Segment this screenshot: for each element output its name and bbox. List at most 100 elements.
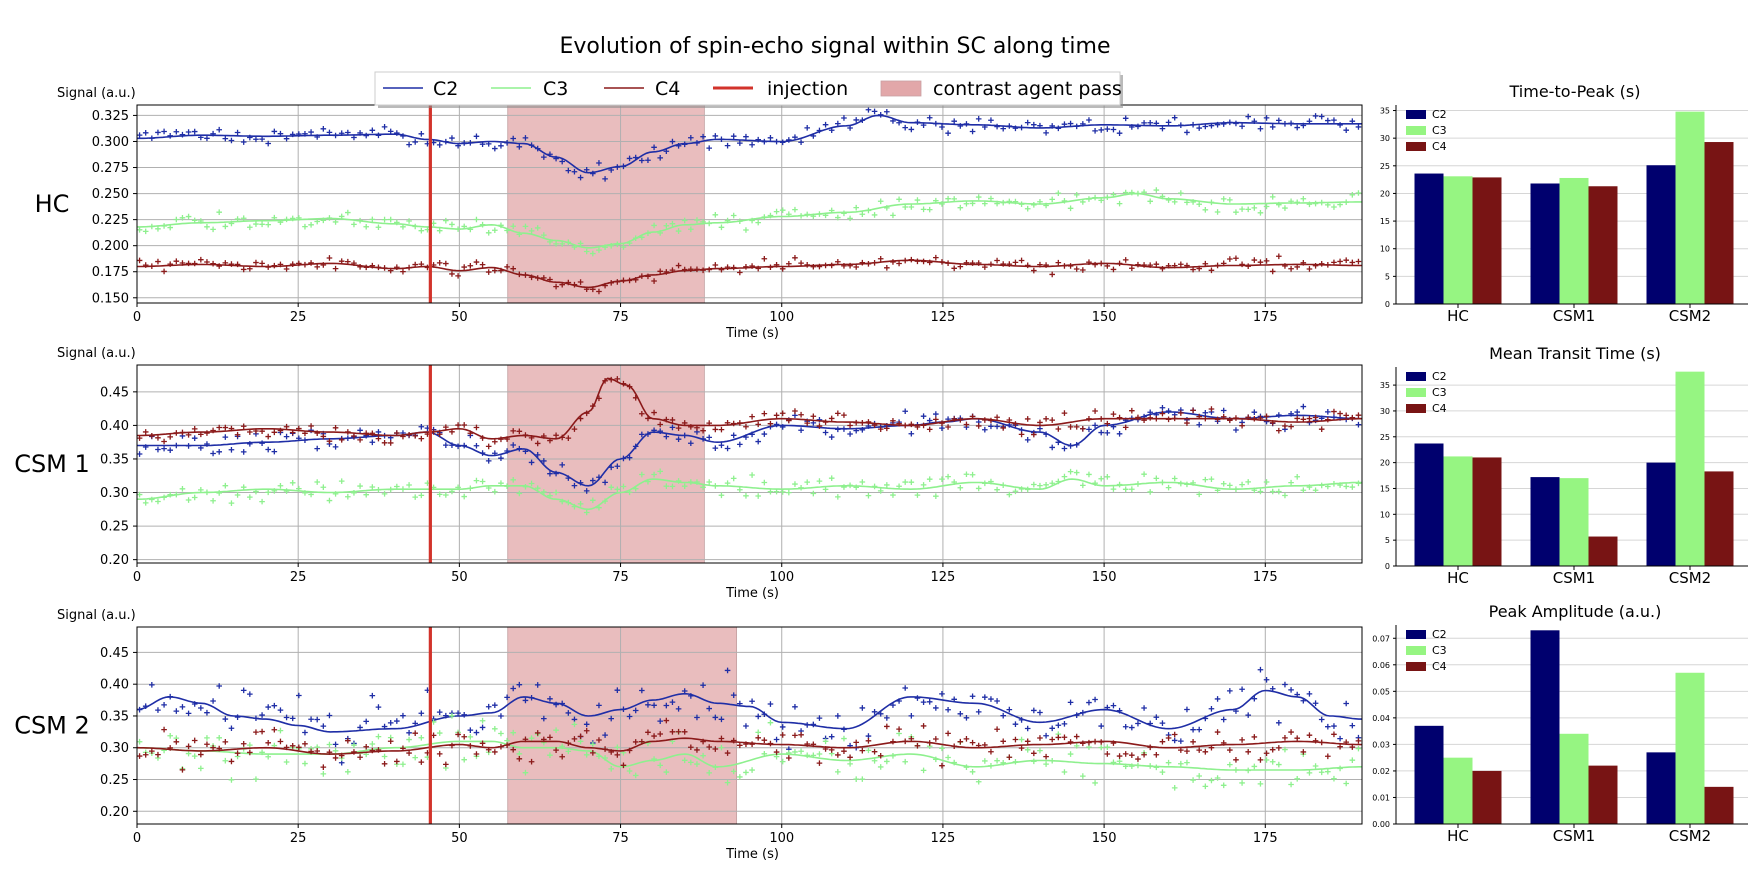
- data-point: [1269, 488, 1276, 495]
- data-point: [1202, 749, 1209, 755]
- data-point: [1147, 198, 1153, 205]
- data-point: [1331, 731, 1337, 738]
- data-point: [1227, 256, 1233, 262]
- data-point: [240, 139, 247, 145]
- data-point: [1073, 424, 1080, 430]
- data-point: [1276, 117, 1282, 124]
- data-point: [884, 482, 890, 488]
- data-point: [1073, 469, 1080, 476]
- data-point: [1239, 206, 1245, 212]
- data-point: [308, 129, 314, 135]
- data-point: [877, 764, 884, 770]
- data-point: [1214, 209, 1221, 215]
- data-point: [308, 222, 314, 228]
- data-point: [632, 772, 639, 779]
- data-point: [1220, 196, 1227, 202]
- data-point: [577, 738, 584, 745]
- data-point: [651, 733, 657, 739]
- data-point: [173, 258, 180, 264]
- data-point: [1049, 196, 1055, 203]
- data-point: [798, 411, 804, 418]
- data-point: [547, 470, 553, 477]
- data-point: [449, 135, 455, 141]
- data-point: [375, 435, 382, 442]
- data-point: [559, 241, 566, 247]
- data-point: [461, 733, 468, 740]
- data-point: [669, 138, 676, 145]
- data-point: [1343, 700, 1349, 707]
- data-point: [473, 477, 480, 484]
- data-point: [265, 140, 272, 147]
- data-point: [492, 726, 498, 732]
- data-point: [841, 735, 847, 742]
- data-point: [516, 144, 523, 150]
- data-point: [473, 751, 480, 757]
- data-point: [743, 423, 749, 430]
- y-tick-label: 20: [1380, 459, 1390, 468]
- data-point: [761, 479, 768, 486]
- data-point: [1312, 700, 1319, 707]
- data-point: [1104, 474, 1111, 480]
- data-point: [969, 693, 976, 700]
- data-point: [1190, 407, 1196, 414]
- data-point: [418, 759, 425, 765]
- data-point: [155, 434, 161, 441]
- data-point: [1018, 745, 1025, 751]
- data-point: [926, 206, 933, 213]
- data-point: [1178, 738, 1184, 744]
- data-point: [1110, 411, 1117, 417]
- data-point: [773, 412, 780, 419]
- y-tick-label: 0.01: [1372, 793, 1390, 802]
- data-point: [975, 423, 982, 429]
- legend-label-pass: contrast agent pass: [933, 78, 1122, 100]
- data-point: [253, 259, 259, 266]
- panel-hc: 0 25 50 75 100 125 150 175 0.150 0.175 0.200 0.225 0…: [35, 86, 1363, 341]
- data-point: [1018, 431, 1025, 438]
- y-tick-label: 0.00: [1372, 820, 1390, 829]
- data-point: [596, 247, 602, 253]
- bar-chart-title: Mean Transit Time (s): [1489, 344, 1661, 363]
- data-point: [553, 747, 559, 753]
- data-point: [755, 713, 762, 720]
- data-point: [338, 478, 345, 484]
- series-c3: [136, 187, 1362, 257]
- data-point: [779, 410, 786, 417]
- data-point: [1196, 773, 1202, 779]
- data-point: [418, 492, 425, 499]
- data-point: [1043, 130, 1049, 136]
- data-point: [1349, 744, 1356, 750]
- legend-label-c2: C2: [1432, 370, 1447, 383]
- data-point: [1343, 127, 1349, 134]
- data-point: [835, 120, 841, 127]
- data-point: [1061, 445, 1068, 452]
- bar-c3-csm1: [1559, 177, 1589, 304]
- data-point: [510, 428, 517, 434]
- data-point: [1086, 471, 1092, 478]
- data-point: [167, 224, 174, 231]
- data-point: [945, 754, 951, 761]
- data-point: [614, 752, 621, 758]
- panel-csm1: 0 25 50 75 100 125 150 175 0.20 0.25 0.30 0.35 0.40 0…: [14, 346, 1363, 601]
- data-point: [926, 417, 933, 424]
- data-point: [381, 439, 388, 446]
- data-point: [247, 749, 253, 756]
- data-point: [541, 154, 547, 160]
- data-point: [161, 702, 167, 708]
- data-point: [761, 255, 768, 262]
- data-point: [1269, 268, 1276, 275]
- data-point: [161, 268, 167, 275]
- data-point: [651, 144, 657, 151]
- data-point: [608, 766, 615, 772]
- data-point: [302, 760, 308, 767]
- data-point: [259, 712, 265, 718]
- data-point: [142, 228, 149, 235]
- bar-chart-time-to-peak: 0 5 10 15 20 25 30 35 HC CSM1 CSM2 Time-to-Peak (s)…: [1380, 82, 1748, 325]
- data-point: [504, 694, 510, 701]
- x-tick-label: CSM2: [1669, 827, 1711, 845]
- data-point: [779, 724, 786, 730]
- y-tick-label: 0.250: [92, 187, 129, 202]
- data-point: [975, 778, 982, 785]
- data-point: [1122, 751, 1129, 757]
- data-point: [792, 206, 798, 213]
- data-point: [718, 744, 725, 751]
